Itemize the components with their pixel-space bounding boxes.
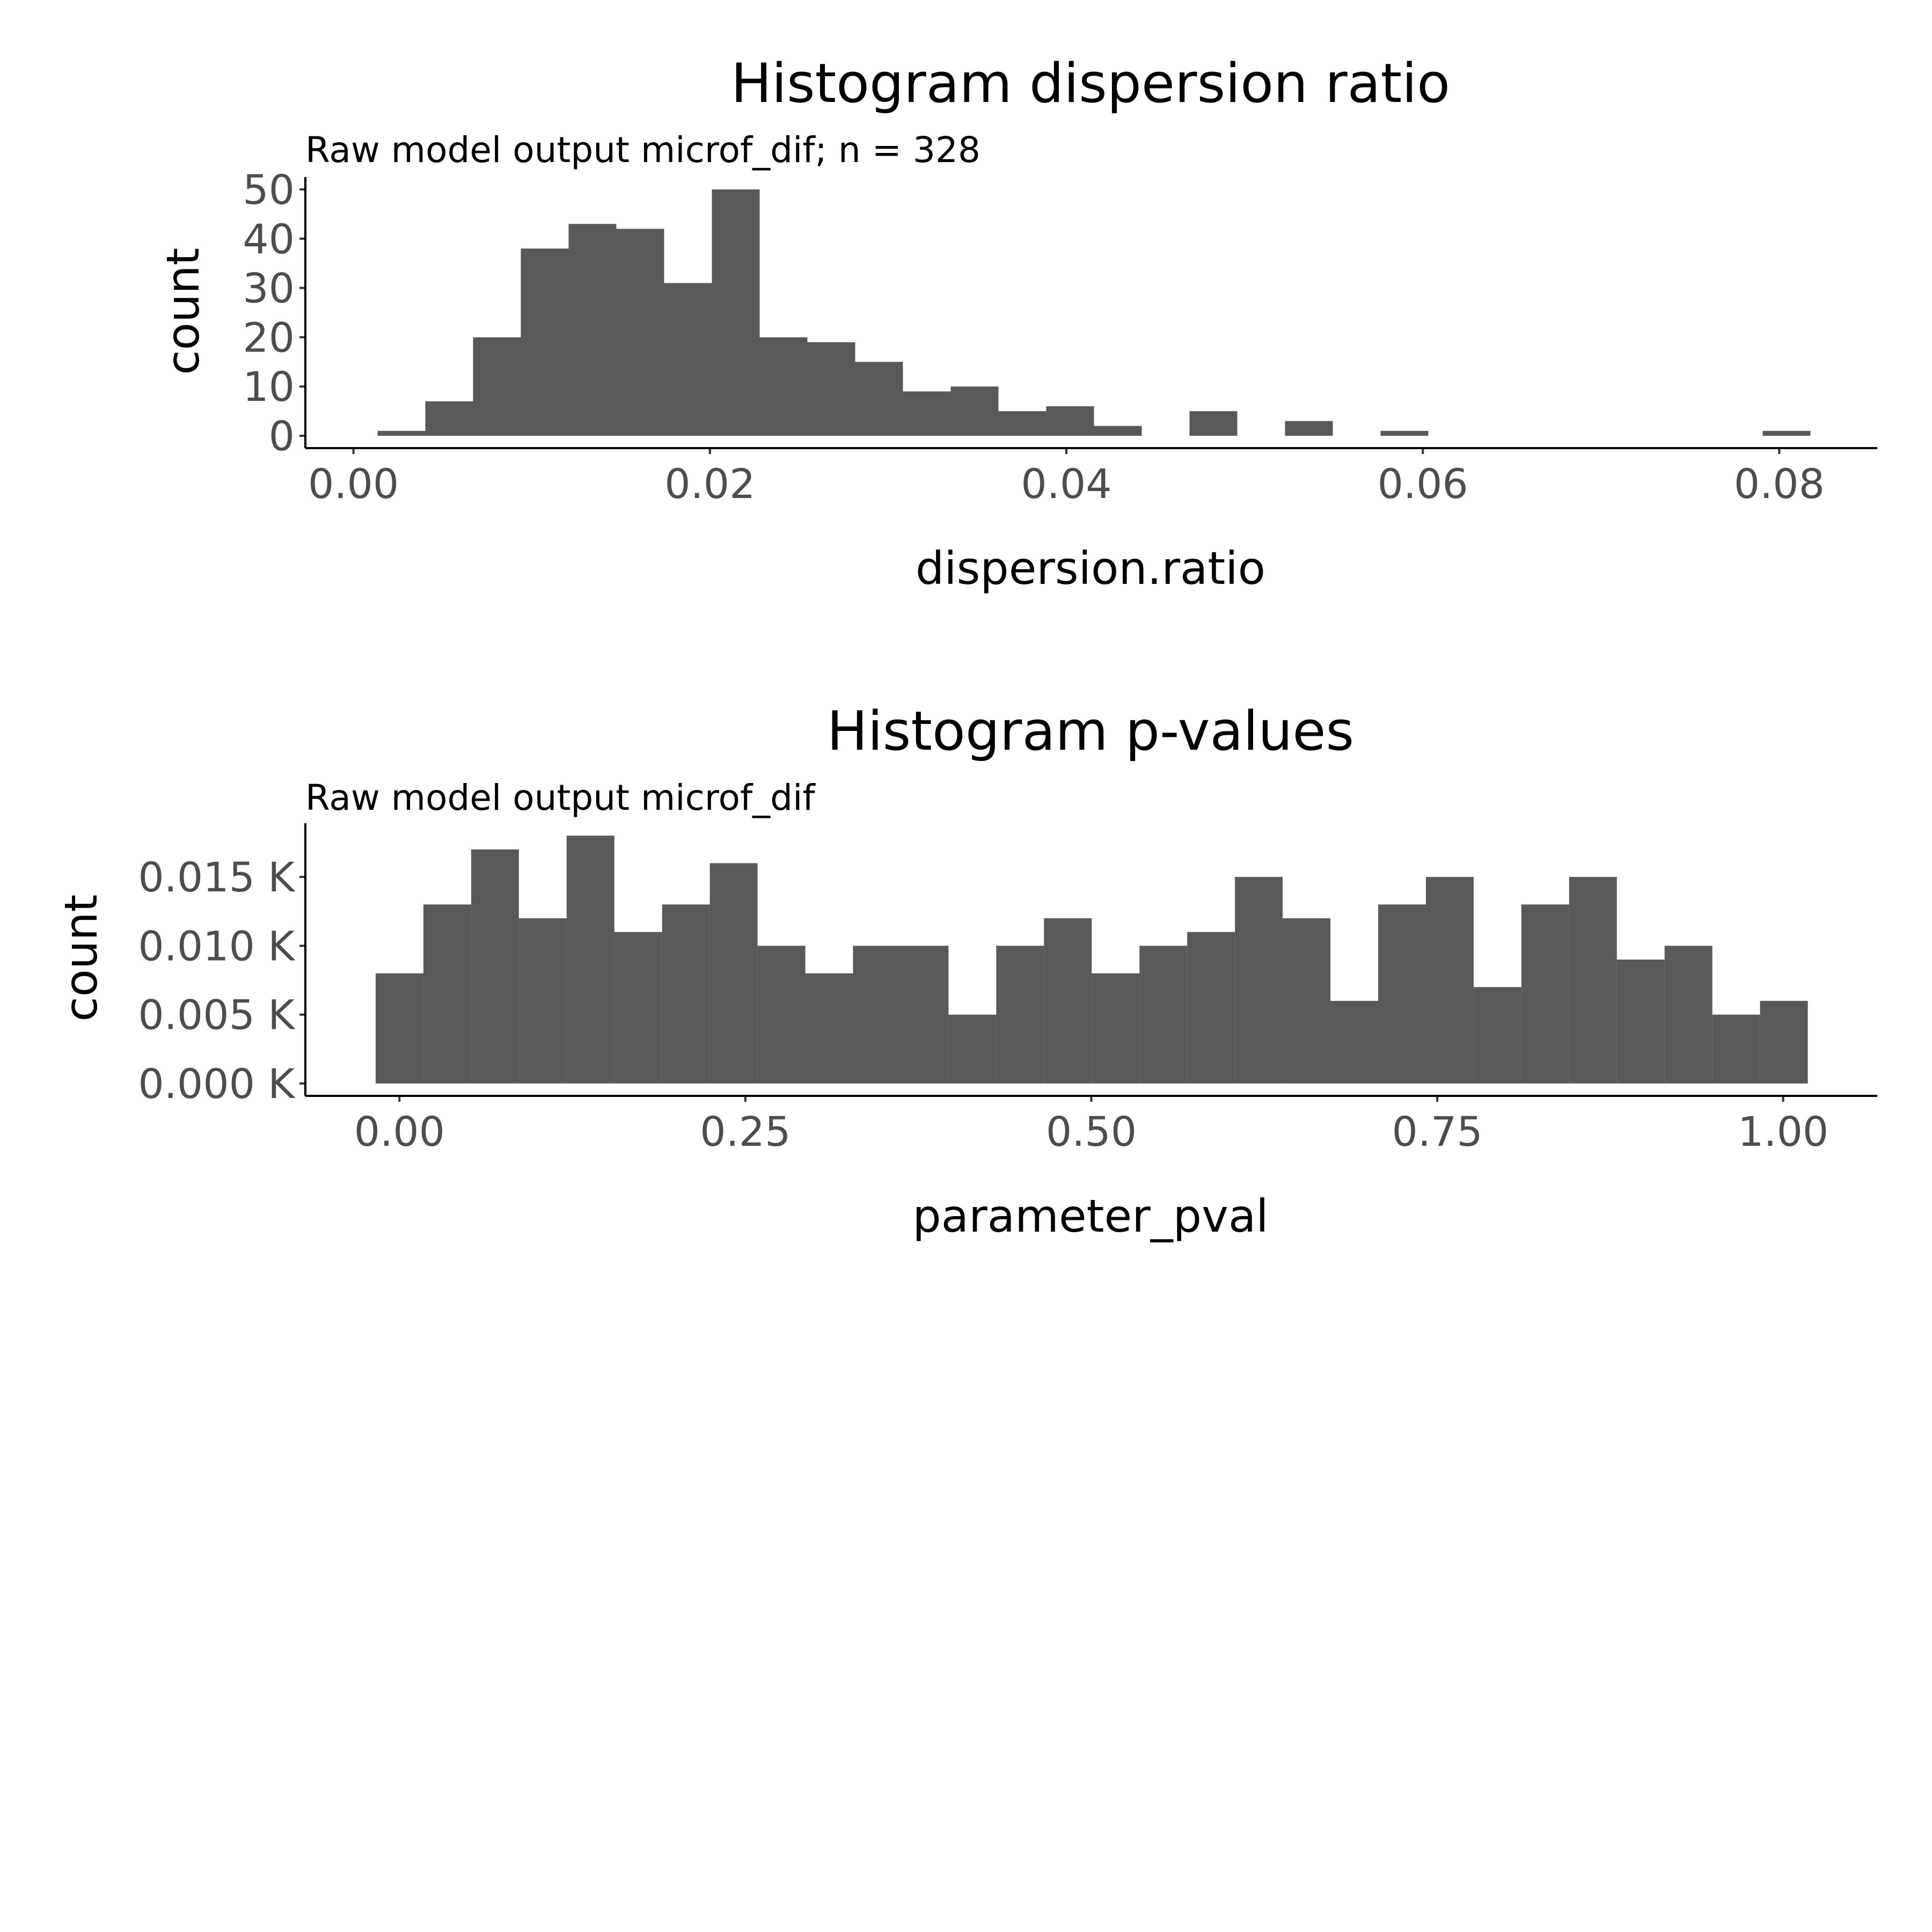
x-axis-title: dispersion.ratio	[916, 542, 1265, 595]
histogram-bar	[425, 401, 473, 436]
histogram-bar	[1616, 960, 1665, 1084]
x-tick-label: 0.00	[308, 460, 399, 508]
histogram-bar	[1760, 1000, 1808, 1084]
x-tick-label: 1.00	[1738, 1108, 1828, 1155]
histogram-bar	[1425, 877, 1474, 1084]
y-tick-label: 0.000 K	[138, 1060, 296, 1108]
chart-title: Histogram p-values	[827, 699, 1354, 763]
histogram-bar	[950, 386, 999, 436]
histogram-bar	[377, 430, 426, 436]
histogram-bar	[901, 946, 949, 1084]
y-tick-label: 0.005 K	[138, 991, 296, 1039]
y-tick-label: 10	[243, 363, 295, 411]
y-axis-ticks: 0.000 K 0.005 K 0.010 K 0.015 K	[138, 853, 305, 1108]
chart-subtitle: Raw model output microf_dif	[305, 777, 816, 818]
y-axis-title: count	[157, 248, 209, 375]
histogram-bar	[1092, 973, 1140, 1084]
histogram-bar	[853, 946, 901, 1084]
histogram-bar	[568, 224, 617, 436]
histogram-bar	[616, 229, 664, 436]
histogram-bar	[1189, 411, 1238, 436]
y-axis-title: count	[55, 895, 107, 1022]
histogram-bar	[807, 342, 855, 436]
x-tick-label: 0.06	[1378, 460, 1468, 508]
histogram-bar	[709, 863, 758, 1084]
x-axis-ticks: 0.00 0.25 0.50 0.75 1.00	[354, 1096, 1828, 1155]
x-axis-ticks: 0.00 0.02 0.04 0.06 0.08	[308, 448, 1825, 508]
y-tick-label: 50	[243, 166, 295, 214]
y-tick-label: 0.010 K	[138, 922, 296, 970]
histogram-bar	[948, 1014, 997, 1084]
histogram-bar	[664, 283, 712, 436]
histogram-bar	[1473, 987, 1521, 1084]
x-tick-label: 0.00	[354, 1108, 445, 1155]
histogram-bar	[855, 362, 903, 436]
histogram-bar	[1235, 877, 1283, 1084]
x-axis-title: parameter_pval	[912, 1190, 1268, 1242]
histogram-bar	[805, 973, 853, 1084]
x-tick-label: 0.02	[664, 460, 755, 508]
histogram-bar	[518, 918, 567, 1084]
histogram-bar	[903, 391, 951, 436]
histogram-bar	[566, 836, 614, 1084]
histogram-bar	[1139, 946, 1188, 1084]
histogram-bar	[1283, 918, 1331, 1084]
histogram-bar	[375, 973, 423, 1084]
histogram-bar	[1094, 426, 1142, 436]
histogram-bar	[996, 946, 1044, 1084]
y-tick-label: 30	[243, 265, 295, 312]
histogram-bar	[1046, 406, 1094, 436]
histogram-bar	[423, 904, 471, 1084]
histogram-bar	[1187, 932, 1235, 1084]
histogram-bar	[998, 411, 1046, 436]
x-tick-label: 0.50	[1046, 1108, 1137, 1155]
x-tick-label: 0.25	[700, 1108, 791, 1155]
y-tick-label: 20	[243, 313, 295, 361]
histogram-bars	[377, 189, 1811, 436]
histogram-bars	[375, 836, 1808, 1084]
chart-subtitle: Raw model output microf_dif; n = 328	[305, 129, 980, 171]
histogram-bar	[614, 932, 662, 1084]
histogram-bar	[471, 849, 519, 1084]
chart-title: Histogram dispersion ratio	[731, 52, 1450, 115]
dispersion-ratio-histogram: Histogram dispersion ratio Raw model out…	[157, 52, 1877, 595]
histogram-bar	[1378, 904, 1426, 1084]
x-tick-label: 0.08	[1734, 460, 1825, 508]
p-values-histogram: Histogram p-values Raw model output micr…	[55, 699, 1877, 1242]
histogram-bar	[1569, 877, 1617, 1084]
histogram-bar	[1664, 946, 1713, 1084]
histogram-bar	[1044, 918, 1092, 1084]
histogram-bar	[1285, 421, 1333, 436]
histogram-bar	[759, 337, 808, 436]
y-tick-label: 0.015 K	[138, 853, 296, 901]
histogram-bar	[712, 189, 760, 436]
x-tick-label: 0.75	[1392, 1108, 1482, 1155]
histogram-bar	[757, 946, 806, 1084]
histogram-bar	[662, 904, 710, 1084]
histogram-bar	[1380, 430, 1429, 436]
histogram-bar	[1762, 430, 1811, 436]
histogram-bar	[1330, 1000, 1378, 1084]
x-tick-label: 0.04	[1021, 460, 1111, 508]
histogram-bar	[1712, 1014, 1760, 1084]
y-tick-label: 0	[269, 412, 295, 460]
histogram-bar	[521, 248, 569, 436]
histogram-bar	[1521, 904, 1569, 1084]
histogram-bar	[473, 337, 521, 436]
y-tick-label: 40	[243, 215, 295, 263]
